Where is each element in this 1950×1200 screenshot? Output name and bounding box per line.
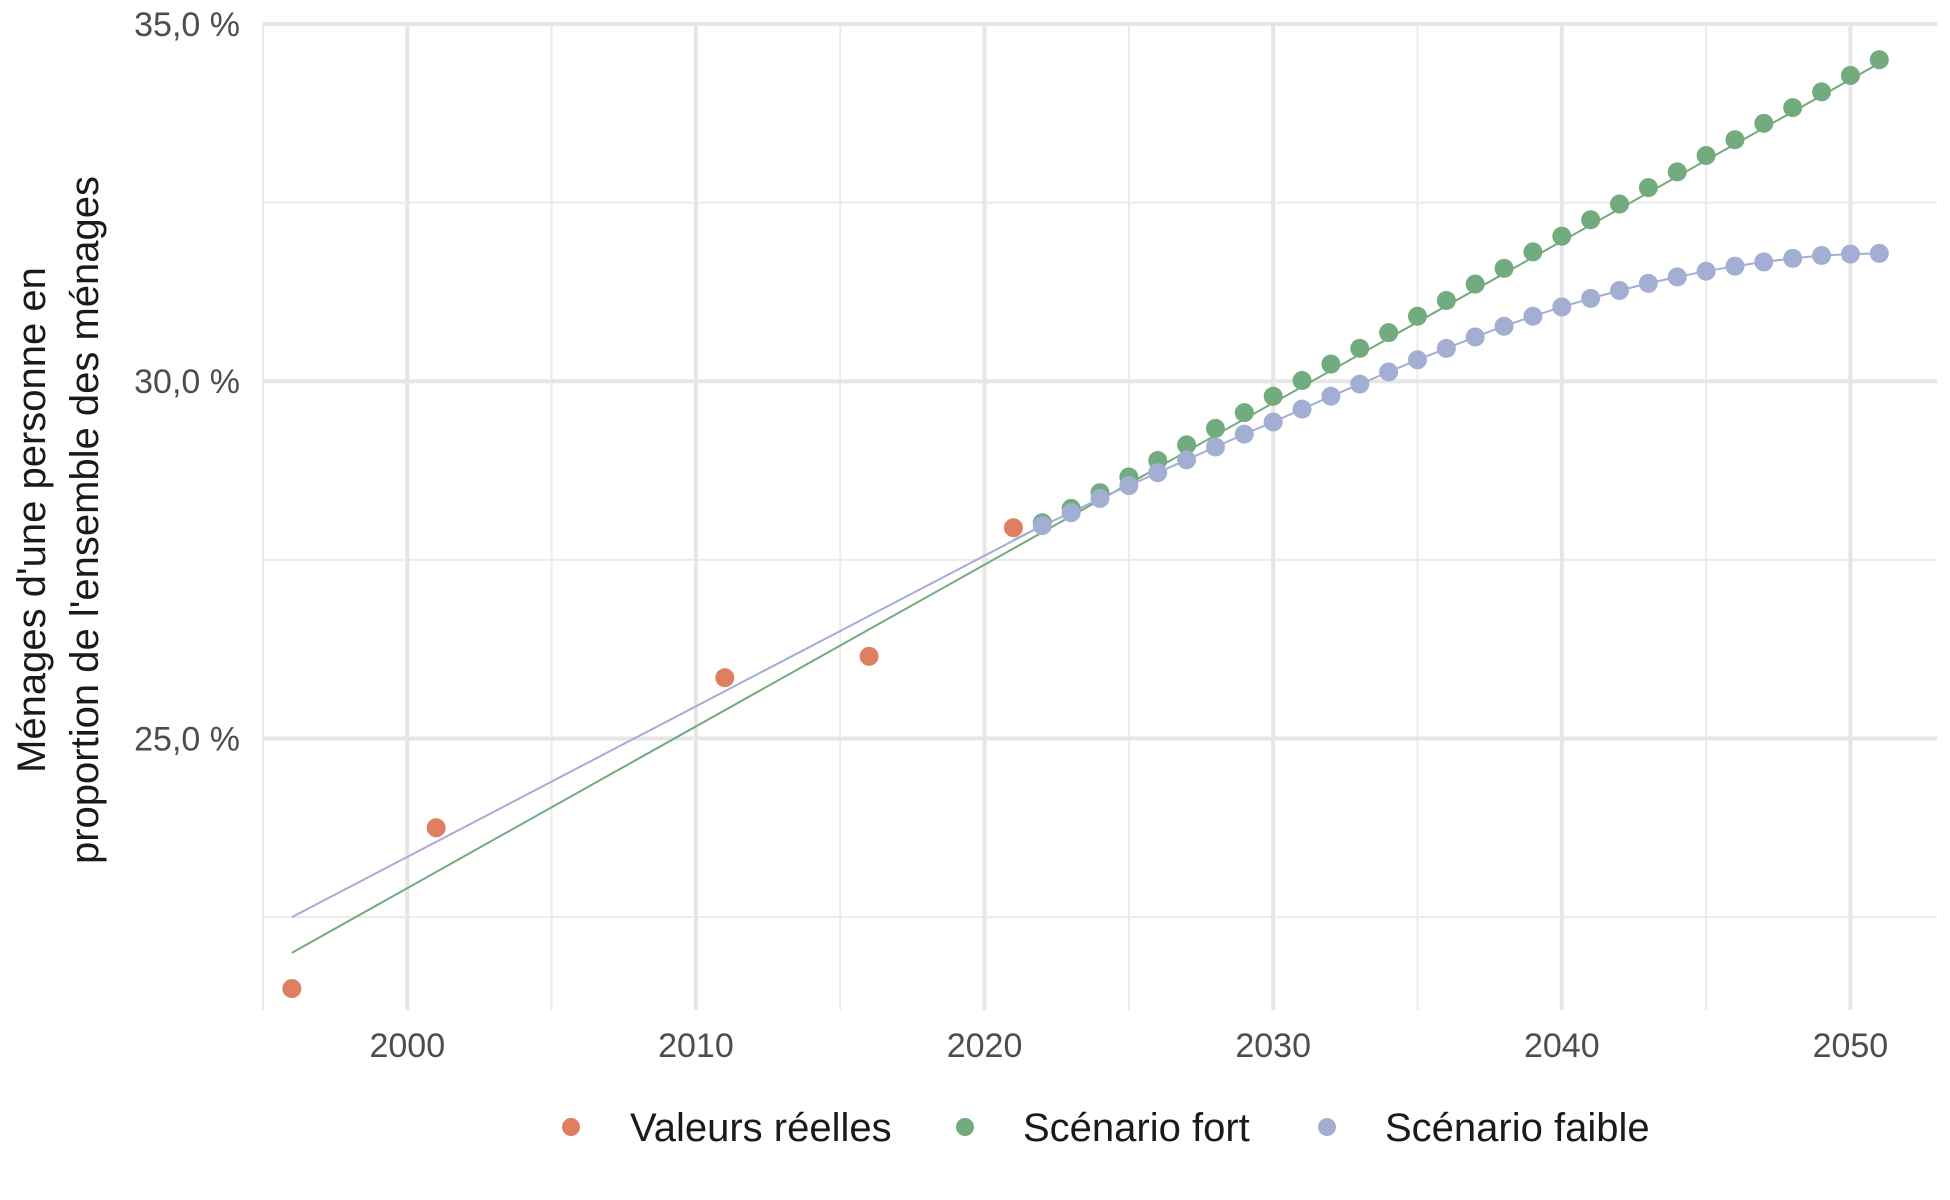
point-scenario-fort [1465, 274, 1485, 294]
y-axis-title-line-2: proportion de l'ensemble des ménages [63, 176, 107, 864]
point-scenario-fort [1840, 65, 1860, 85]
trend-line-scenario-faible [291, 524, 1043, 919]
point-scenario-faible [1754, 252, 1774, 272]
point-scenario-faible [1581, 288, 1601, 308]
point-scenario-fort [1783, 98, 1803, 118]
y-tick-label: 35,0 % [134, 6, 240, 44]
y-axis-title-line-1: Ménages d'une personne en [10, 267, 54, 773]
point-valeurs-reelles [282, 979, 302, 999]
point-scenario-faible [1667, 267, 1687, 287]
point-scenario-faible [1321, 386, 1341, 406]
legend: Valeurs réelles Scénario fort Scénario f… [562, 1106, 1650, 1150]
x-tick-label: 2030 [1235, 1027, 1311, 1065]
legend-marker-scenario-faible [1318, 1118, 1336, 1136]
point-scenario-faible [1725, 256, 1745, 276]
point-scenario-faible [1552, 297, 1572, 317]
point-scenario-faible [1869, 243, 1889, 263]
legend-label-scenario-faible: Scénario faible [1385, 1106, 1650, 1150]
point-scenario-fort [1379, 323, 1399, 343]
y-axis-title: Ménages d'une personne en proportion de … [10, 176, 107, 864]
point-scenario-fort [1812, 82, 1832, 102]
y-tick-label: 25,0 % [134, 720, 240, 758]
data-points [282, 50, 1889, 999]
point-valeurs-reelles [1003, 518, 1023, 538]
trend-lines [291, 62, 1880, 954]
legend-marker-valeurs-reelles [562, 1118, 580, 1136]
point-valeurs-reelles [426, 818, 446, 838]
point-scenario-fort [1523, 242, 1543, 262]
point-scenario-faible [1494, 316, 1514, 336]
point-scenario-faible [1783, 248, 1803, 268]
point-scenario-faible [1350, 374, 1370, 394]
minor-gridlines [262, 24, 1937, 1010]
point-scenario-faible [1696, 261, 1716, 281]
point-scenario-faible [1061, 503, 1081, 523]
point-scenario-fort [1177, 435, 1197, 455]
point-scenario-faible [1812, 245, 1832, 265]
point-scenario-fort [1667, 162, 1687, 182]
point-scenario-fort [1552, 226, 1572, 246]
point-valeurs-reelles [859, 646, 879, 666]
x-tick-label: 2050 [1813, 1027, 1889, 1065]
point-scenario-faible [1379, 362, 1399, 382]
point-scenario-fort [1610, 194, 1630, 214]
point-scenario-fort [1581, 210, 1601, 230]
point-scenario-faible [1090, 488, 1110, 508]
point-valeurs-reelles [715, 668, 735, 688]
point-scenario-fort [1407, 306, 1427, 326]
point-scenario-faible [1610, 281, 1630, 301]
point-scenario-fort [1869, 50, 1889, 70]
point-scenario-faible [1465, 327, 1485, 347]
point-scenario-faible [1263, 412, 1283, 432]
legend-label-valeurs-reelles: Valeurs réelles [630, 1106, 892, 1150]
point-scenario-fort [1263, 386, 1283, 406]
y-tick-labels: 25,0 % 30,0 % 35,0 % [134, 6, 240, 758]
point-scenario-faible [1119, 476, 1139, 496]
point-scenario-fort [1725, 130, 1745, 150]
point-scenario-fort [1696, 145, 1716, 165]
point-scenario-fort [1436, 291, 1456, 311]
legend-label-scenario-fort: Scénario fort [1023, 1106, 1250, 1150]
point-scenario-faible [1148, 463, 1168, 483]
major-gridlines [263, 22, 1937, 1010]
point-scenario-fort [1754, 113, 1774, 133]
point-scenario-faible [1436, 338, 1456, 358]
point-scenario-faible [1523, 306, 1543, 326]
point-scenario-faible [1407, 350, 1427, 370]
point-scenario-faible [1205, 437, 1225, 457]
point-scenario-faible [1638, 273, 1658, 293]
point-scenario-faible [1234, 424, 1254, 444]
point-scenario-faible [1032, 516, 1052, 536]
x-tick-label: 2020 [947, 1027, 1023, 1065]
point-scenario-fort [1494, 258, 1514, 278]
point-scenario-faible [1292, 399, 1312, 419]
point-scenario-faible [1177, 450, 1197, 470]
point-scenario-fort [1638, 178, 1658, 198]
point-scenario-fort [1234, 403, 1254, 423]
point-scenario-fort [1350, 338, 1370, 358]
x-tick-label: 2000 [369, 1027, 445, 1065]
point-scenario-fort [1292, 371, 1312, 391]
legend-marker-scenario-fort [956, 1118, 974, 1136]
x-tick-labels: 2000 2010 2020 2030 2040 2050 [369, 1027, 1888, 1065]
trend-line-scenario-fort [291, 62, 1880, 954]
point-scenario-fort [1205, 418, 1225, 438]
point-scenario-faible [1840, 244, 1860, 264]
x-tick-label: 2040 [1524, 1027, 1600, 1065]
x-tick-label: 2010 [658, 1027, 734, 1065]
y-tick-label: 30,0 % [134, 363, 240, 401]
point-scenario-fort [1321, 354, 1341, 374]
